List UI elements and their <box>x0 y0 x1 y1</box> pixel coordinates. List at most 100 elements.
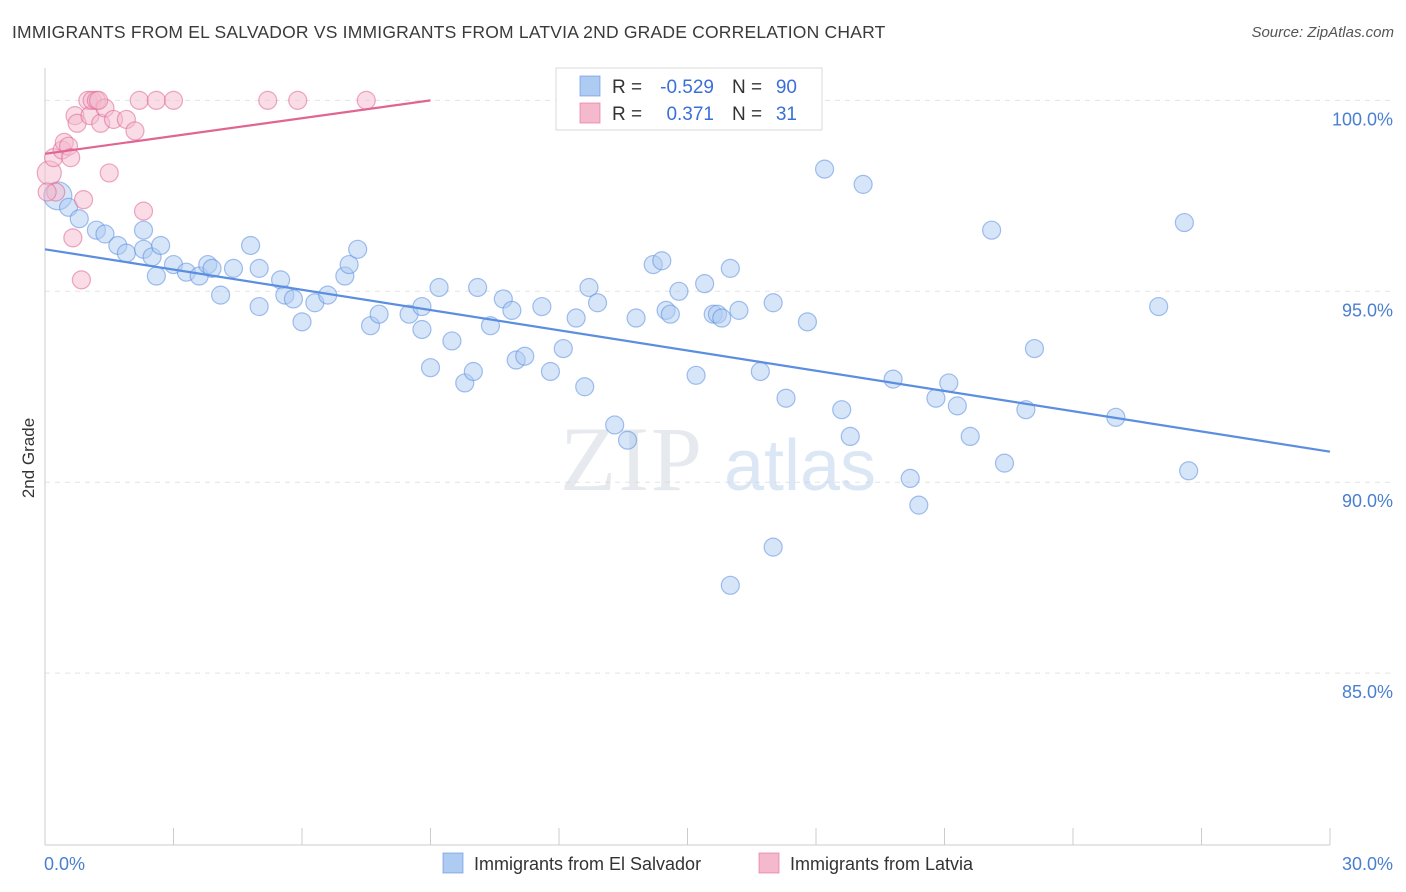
el-salvador-point <box>1174 212 1194 233</box>
el-salvador-point <box>982 220 1002 240</box>
el-salvador-point <box>883 369 903 389</box>
el-salvador-point <box>442 331 462 351</box>
latvia-point <box>63 228 83 248</box>
el-salvador-trend-line <box>44 248 1331 453</box>
y-tick-label: 90.0% <box>1342 491 1393 511</box>
n-label: N = <box>732 104 762 125</box>
chart-title: IMMIGRANTS FROM EL SALVADOR VS IMMIGRANT… <box>12 22 886 42</box>
latvia-point <box>125 121 145 141</box>
latvia-point <box>37 182 57 202</box>
el-salvador-point <box>292 312 312 332</box>
el-salvador-point <box>579 277 599 298</box>
el-salvador-point <box>412 319 432 340</box>
trend-lines <box>44 99 1331 453</box>
el-salvador-point <box>69 209 89 229</box>
r-value: 0.371 <box>666 104 714 125</box>
el-salvador-point <box>994 453 1015 473</box>
el-salvador-point <box>532 296 552 317</box>
el-salvador-point <box>283 289 304 309</box>
y-tick-label: 95.0% <box>1342 300 1393 320</box>
n-value: 31 <box>776 104 797 125</box>
el-salvador-point <box>468 277 488 298</box>
series-legend: Immigrants from El Salvador Immigrants fr… <box>442 852 974 874</box>
data-points <box>36 90 1199 595</box>
el-salvador-point <box>686 365 706 385</box>
el-salvador-point <box>840 426 860 447</box>
stats-swatch <box>579 102 601 124</box>
legend-label: Immigrants from Latvia <box>790 854 974 874</box>
el-salvador-point <box>420 358 441 378</box>
el-salvador-point <box>797 312 818 332</box>
r-label: R = <box>612 104 642 125</box>
el-salvador-point <box>832 400 852 420</box>
y-tick-label: 100.0% <box>1332 109 1393 129</box>
latvia-point <box>99 163 119 183</box>
el-salvador-point <box>151 235 171 256</box>
el-salvador-point <box>660 304 680 324</box>
el-salvador-point <box>729 300 749 320</box>
stats-swatch <box>579 75 601 97</box>
r-value: -0.529 <box>660 77 714 98</box>
legend-swatch <box>758 852 780 874</box>
el-salvador-point <box>712 308 732 328</box>
legend-label: Immigrants from El Salvador <box>474 854 701 874</box>
grid-lines <box>45 99 1394 674</box>
latvia-point <box>61 148 81 168</box>
el-salvador-point <box>720 575 740 595</box>
stats-legend: R = -0.529 N = 90 R = 0.371 N = 31 <box>555 67 823 131</box>
el-salvador-point <box>763 537 783 557</box>
el-salvador-point <box>540 361 561 382</box>
el-salvador-point <box>223 258 244 278</box>
el-salvador-point <box>652 251 672 271</box>
el-salvador-point <box>814 159 835 179</box>
el-salvador-point <box>429 277 449 298</box>
el-salvador-point <box>763 293 783 313</box>
el-salvador-point <box>348 239 368 259</box>
latvia-point <box>73 190 94 210</box>
el-salvador-point <box>515 346 535 366</box>
latvia-point <box>71 270 92 290</box>
el-salvador-point <box>575 377 595 397</box>
r-label: R = <box>612 77 642 98</box>
latvia-trend-line <box>44 99 431 155</box>
el-salvador-point <box>339 254 359 275</box>
el-salvador-point <box>605 415 625 435</box>
el-salvador-point <box>249 258 269 278</box>
n-label: N = <box>732 77 762 98</box>
x-tick-label: 0.0% <box>44 854 85 874</box>
el-salvador-point <box>133 220 154 240</box>
el-salvador-point <box>211 285 231 305</box>
el-salvador-point <box>369 304 389 324</box>
latvia-point <box>288 90 308 110</box>
el-salvador-point <box>947 396 967 416</box>
watermark-zip: ZIP <box>560 408 704 510</box>
el-salvador-point <box>900 468 920 489</box>
el-salvador-point <box>626 308 646 328</box>
el-salvador-point <box>502 300 522 320</box>
x-tick-labels: 0.0% 30.0% <box>44 854 1393 874</box>
y-tick-label: 85.0% <box>1342 682 1393 702</box>
chart-source: Source: ZipAtlas.com <box>1251 24 1394 41</box>
el-salvador-point <box>463 361 483 382</box>
x-tick-label: 30.0% <box>1342 854 1393 874</box>
el-salvador-point <box>1149 296 1169 317</box>
el-salvador-point <box>720 258 740 278</box>
latvia-point <box>258 90 278 110</box>
el-salvador-point <box>241 235 261 256</box>
el-salvador-point <box>776 388 796 408</box>
el-salvador-point <box>853 174 873 194</box>
y-tick-labels: 100.0% 95.0% 90.0% 85.0% <box>1332 109 1393 702</box>
latvia-point <box>356 90 376 110</box>
el-salvador-point <box>566 308 586 328</box>
el-salvador-point <box>116 243 136 263</box>
el-salvador-point <box>95 224 115 244</box>
latvia-point <box>146 90 166 110</box>
el-salvador-point <box>1024 338 1045 359</box>
el-salvador-point <box>909 495 929 515</box>
el-salvador-point <box>202 258 222 278</box>
latvia-point <box>88 90 109 110</box>
el-salvador-point <box>1179 461 1199 481</box>
el-salvador-point <box>249 296 269 317</box>
el-salvador-point <box>695 274 715 294</box>
el-salvador-point <box>587 293 608 313</box>
